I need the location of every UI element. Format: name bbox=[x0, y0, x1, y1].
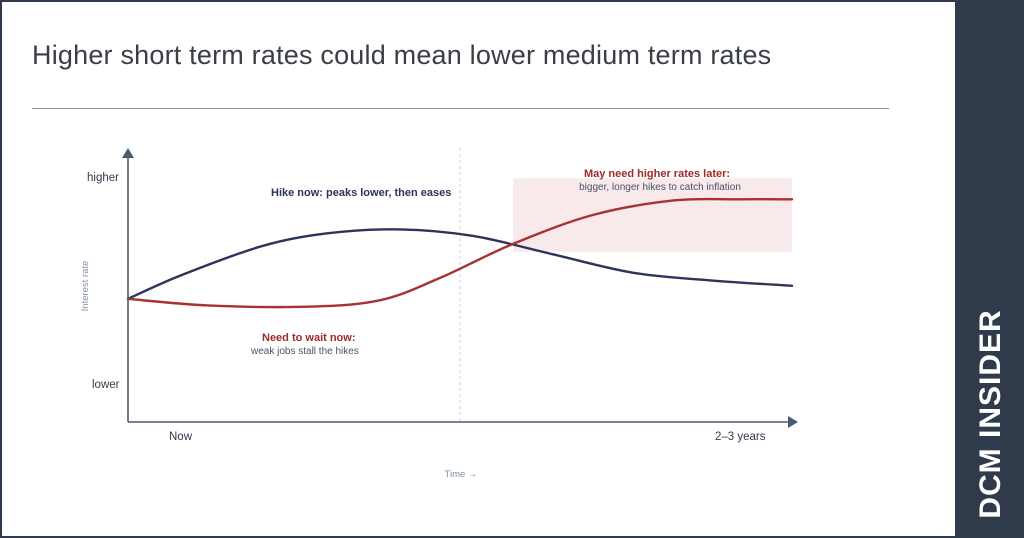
x-tick-label-now: Now bbox=[169, 431, 193, 443]
annotation-later-subtitle: bigger, longer hikes to catch inflation bbox=[579, 182, 741, 193]
series-line-wait-now bbox=[126, 197, 794, 309]
annotation-wait-now-title: Need to wait now: bbox=[262, 332, 356, 344]
annotation-later-title: May need higher rates later: bbox=[584, 168, 730, 180]
series-line-hike-now bbox=[126, 228, 794, 301]
x-axis-arrow-icon bbox=[788, 416, 798, 428]
brand-sidebar bbox=[955, 0, 1024, 538]
x-tick-label-end: 2–3 years bbox=[715, 431, 766, 443]
title-divider bbox=[32, 108, 889, 109]
y-tick-label-lower: lower bbox=[92, 379, 120, 391]
annotation-wait-now-subtitle: weak jobs stall the hikes bbox=[250, 346, 359, 357]
x-axis-title: Time → bbox=[445, 469, 478, 480]
annotation-hike-now: Hike now: peaks lower, then eases bbox=[271, 187, 451, 199]
y-axis-title: Interest rate bbox=[80, 261, 91, 312]
page-title: Higher short term rates could mean lower… bbox=[32, 40, 772, 70]
brand-logo-text: DCM INSIDER bbox=[974, 309, 1007, 519]
y-axis-arrow-icon bbox=[122, 148, 134, 158]
y-tick-label-higher: higher bbox=[87, 172, 119, 184]
highlight-region bbox=[513, 178, 792, 252]
